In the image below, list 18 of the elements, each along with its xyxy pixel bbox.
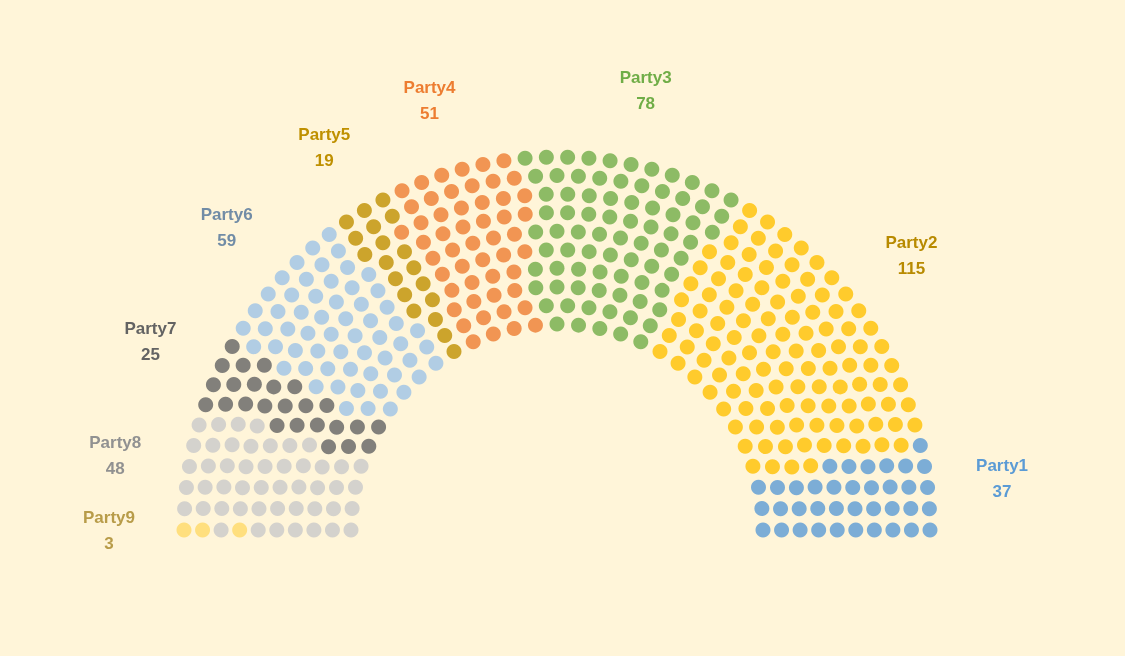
data-label: 3 <box>104 533 114 553</box>
data-label: 59 <box>217 230 237 250</box>
category-label: Party9 <box>83 507 135 527</box>
data-label: 25 <box>140 345 160 365</box>
category-label: Party7 <box>124 319 177 339</box>
category-label: Party1 <box>976 456 1029 476</box>
data-label: 19 <box>314 150 334 170</box>
category-label: Party8 <box>89 432 142 452</box>
category-label: Party5 <box>298 124 351 144</box>
data-label: 51 <box>420 104 439 124</box>
category-label: Party6 <box>200 204 253 224</box>
data-label: 48 <box>105 458 125 478</box>
category-label: Party4 <box>403 78 457 98</box>
category-label: Party2 <box>885 233 938 253</box>
data-label: 115 <box>897 259 926 279</box>
data-label: 78 <box>636 94 656 114</box>
data-label: 37 <box>992 482 1012 502</box>
category-label: Party3 <box>619 68 672 88</box>
